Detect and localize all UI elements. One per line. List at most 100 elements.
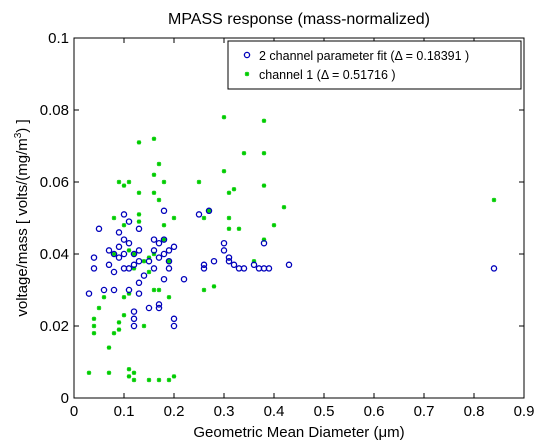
data-point-circle (265, 265, 273, 272)
data-point-circle (145, 304, 153, 312)
data-point-star (136, 140, 142, 145)
data-point-star (136, 219, 142, 224)
data-point-star (261, 183, 267, 188)
data-point-star (166, 259, 172, 264)
plot-area (73, 37, 525, 399)
x-axis-title-main: Geometric Mean Diameter ( (193, 424, 378, 441)
data-point-star (116, 320, 122, 325)
data-point-star (161, 237, 167, 242)
data-point-star (146, 269, 152, 275)
data-point-star (271, 223, 277, 228)
data-point-circle (90, 265, 98, 272)
data-point-circle (170, 315, 178, 323)
data-point-star (91, 323, 97, 329)
data-point-star (111, 251, 117, 257)
data-point-star (156, 197, 162, 203)
y-axis: 0 0.02 0.04 0.06 0.08 0.1 (40, 30, 524, 407)
data-point-star (221, 169, 227, 174)
x-tick-label: 0.1 (114, 403, 135, 420)
x-tick-label: 0 (70, 403, 78, 420)
data-point-star (281, 205, 287, 210)
data-point-star (201, 215, 207, 221)
data-point-star (156, 287, 162, 293)
data-point-circle (160, 207, 168, 215)
data-point-star (116, 327, 122, 332)
data-point-star (121, 313, 127, 318)
data-point-circle (130, 322, 138, 330)
series-fit (85, 207, 498, 330)
y-axis-title-close: ) ] (14, 119, 31, 132)
data-point-circle (130, 315, 138, 323)
data-point-star (161, 179, 167, 185)
y-tick-label: 0.1 (48, 30, 69, 47)
data-point-circle (85, 290, 93, 297)
x-tick-label: 0.8 (464, 403, 485, 420)
data-point-star (126, 248, 132, 253)
data-point-circle (145, 257, 153, 265)
data-point-circle (210, 257, 218, 265)
x-tick-label: 0.6 (364, 403, 385, 420)
data-point-star (261, 151, 267, 156)
data-point-circle (165, 257, 173, 265)
data-point-circle (205, 207, 213, 215)
data-point-star (171, 215, 177, 221)
data-point-circle (100, 286, 108, 294)
data-point-circle (230, 261, 238, 269)
data-point-star (206, 208, 212, 213)
legend-box (227, 40, 522, 90)
data-point-circle (155, 239, 163, 247)
data-point-circle (200, 261, 208, 269)
data-point-circle (220, 247, 228, 254)
data-point-circle (250, 261, 258, 269)
data-point-circle (135, 279, 143, 287)
data-point-circle (160, 236, 168, 243)
x-axis-title: Geometric Mean Diameter (μm) (193, 424, 404, 441)
data-point-star (166, 377, 172, 383)
data-point-star (126, 374, 132, 379)
data-point-circle (120, 250, 128, 258)
data-point-circle (155, 304, 163, 312)
data-point-star (196, 179, 202, 185)
y-axis-title-sup: 3 (13, 132, 24, 138)
data-point-star (131, 251, 137, 257)
data-point-circle (150, 265, 158, 272)
data-point-circle (225, 257, 233, 265)
data-point-star (121, 223, 127, 228)
y-axis-title-main: voltage/mass [ volts/(mg/m (14, 138, 31, 316)
x-tick-label: 0.5 (314, 403, 335, 420)
y-tick-label: 0.02 (40, 318, 69, 335)
data-point-circle (115, 254, 123, 261)
data-point-star (226, 226, 232, 231)
data-point-circle (155, 301, 163, 308)
data-point-circle (115, 229, 123, 236)
data-point-star (126, 179, 132, 185)
data-point-circle (150, 247, 158, 254)
x-tick-label: 0.2 (164, 403, 185, 420)
data-point-star (166, 295, 172, 300)
y-axis-title: voltage/mass [ volts/(mg/m3) ] (13, 119, 31, 316)
legend-marker-star (244, 71, 250, 77)
data-point-star (116, 179, 122, 185)
data-point-circle (165, 247, 173, 254)
data-point-circle (130, 250, 138, 258)
data-point-star (151, 136, 157, 141)
data-point-circle (180, 275, 188, 283)
data-point-star (156, 377, 162, 383)
data-point-star (156, 161, 162, 167)
data-point-circle (110, 286, 118, 294)
data-point-circle (115, 243, 123, 251)
data-point-star (146, 377, 152, 383)
x-axis-title-close: ) (400, 424, 405, 441)
data-point-star (121, 295, 127, 300)
data-point-star (151, 287, 157, 293)
x-tick-label: 0.9 (514, 403, 535, 420)
data-point-circle (140, 272, 148, 279)
data-point-circle (125, 239, 133, 247)
data-point-circle (135, 247, 143, 254)
data-point-star (171, 374, 177, 379)
data-points (85, 115, 498, 383)
data-point-circle (120, 211, 128, 218)
data-point-star (96, 305, 102, 311)
data-point-circle (125, 286, 133, 294)
